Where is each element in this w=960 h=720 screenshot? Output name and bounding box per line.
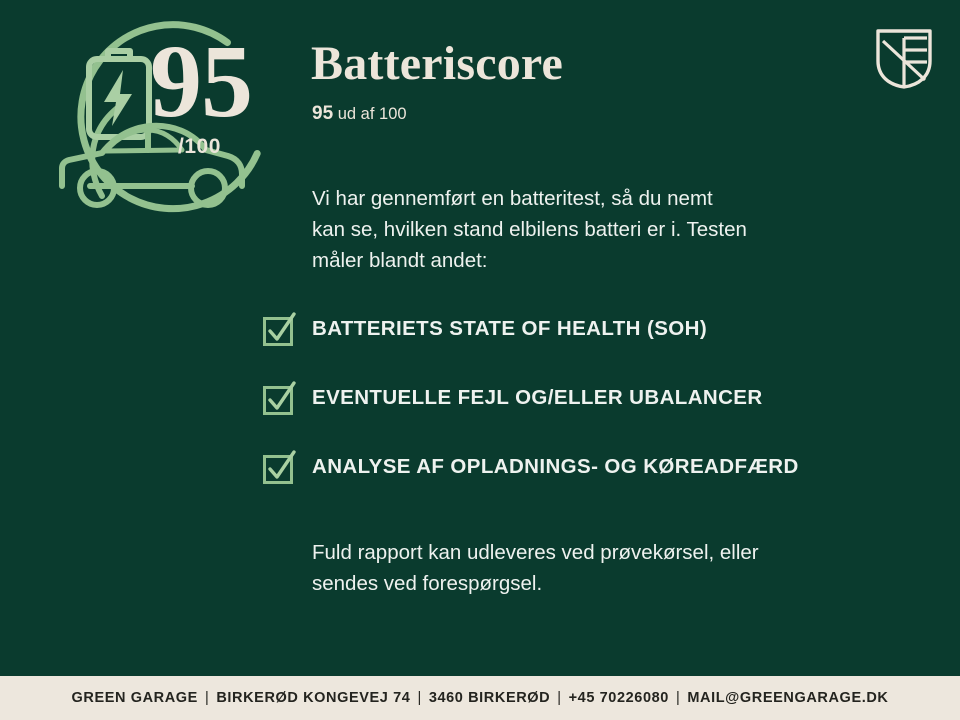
footer-email[interactable]: MAIL@GREENGARAGE.DK (687, 690, 889, 706)
checklist-item: BATTERIETS STATE OF HEALTH (SOH) (262, 308, 882, 350)
footer-city: 3460 BIRKERØD (428, 690, 551, 706)
footer-company: GREEN GARAGE (71, 690, 198, 706)
footer-address: BIRKERØD KONGEVEJ 74 (216, 690, 411, 706)
score-denominator: /100 (178, 135, 221, 158)
footer-separator: | (675, 690, 681, 706)
footer-separator: | (204, 690, 210, 706)
score-subtitle: 95 ud af 100 (312, 103, 407, 125)
feature-checklist: BATTERIETS STATE OF HEALTH (SOH) EVENTUE… (262, 308, 882, 515)
intro-line-1: Vi har gennemført en batteritest, så du … (312, 187, 713, 210)
outro-line-2: sendes ved forespørgsel. (312, 572, 543, 596)
score-value: 95 (150, 24, 253, 139)
checklist-item-label: ANALYSE AF OPLADNINGS- OG KØREADFÆRD (312, 455, 799, 478)
outro-paragraph: Fuld rapport kan udleveres ved prøvekørs… (312, 537, 852, 599)
intro-paragraph: Vi har gennemført en batteritest, så du … (312, 183, 852, 276)
checklist-item-label: BATTERIETS STATE OF HEALTH (SOH) (312, 317, 708, 340)
score-badge: 95 /100 (42, 18, 292, 248)
checkbox-checked-icon (262, 381, 296, 415)
checklist-item: EVENTUELLE FEJL OG/ELLER UBALANCER (262, 377, 882, 419)
intro-line-3: måler blandt andet: (312, 249, 488, 273)
footer-separator: | (557, 690, 562, 706)
footer-contact-line: GREEN GARAGE | BIRKERØD KONGEVEJ 74 | 3460 B… (72, 690, 889, 706)
contact-footer: GREEN GARAGE | BIRKERØD KONGEVEJ 74 | 3460 B… (0, 676, 960, 720)
intro-line-2: kan se, hvilken stand elbilens batteri e… (312, 218, 747, 242)
electric-car-icon (59, 122, 245, 208)
green-garage-shield-logo (875, 28, 933, 90)
score-subtitle-value: 95 (312, 103, 334, 124)
page-title: Batteriscore (311, 37, 564, 90)
score-subtitle-text: ud af 100 (337, 105, 407, 123)
checkbox-checked-icon (262, 450, 296, 484)
checkbox-checked-icon (262, 312, 296, 346)
score-ring-arc (59, 21, 261, 213)
checklist-item-label: EVENTUELLE FEJL OG/ELLER UBALANCER (312, 386, 763, 409)
outro-line-1: Fuld rapport kan udleveres ved prøvekørs… (312, 541, 759, 564)
checklist-item: ANALYSE AF OPLADNINGS- OG KØREADFÆRD (262, 446, 882, 488)
footer-separator: | (417, 690, 422, 706)
footer-phone[interactable]: +45 70226080 (568, 690, 669, 706)
